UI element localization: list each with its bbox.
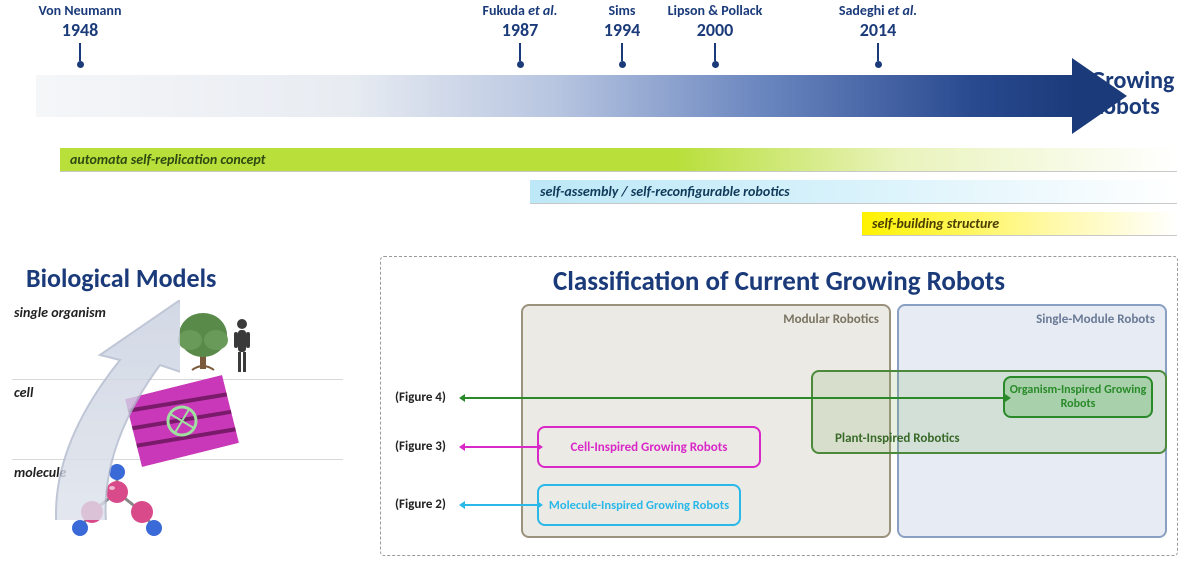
bio-label: molecule — [14, 464, 66, 481]
era-automata: automata self-replication concept — [60, 148, 1177, 172]
era-label: self-building structure — [872, 215, 999, 232]
bio-label: cell — [14, 384, 33, 401]
classification-panel: Classification of Current Growing Robots… — [380, 256, 1178, 556]
milestone-year: 2000 — [655, 19, 775, 41]
box-label: Organism-Inspired Growing Robots — [1005, 383, 1151, 412]
era-label: automata self-replication concept — [70, 151, 266, 168]
milestone-tick — [519, 43, 521, 61]
figure-ref-2: (Figure 2) — [395, 497, 446, 512]
milestone-author: Lipson & Pollack — [655, 2, 775, 19]
milestone-dot — [517, 61, 524, 68]
figure-arrow-3 — [465, 446, 537, 448]
box-cell: Cell-Inspired Growing Robots — [537, 426, 761, 468]
era-label: self-assembly / self-reconfigurable robo… — [540, 183, 790, 200]
figure-arrow-4 — [465, 397, 1005, 399]
bio-row-molecule: molecule — [12, 460, 343, 540]
milestone-tick — [714, 43, 716, 61]
molecule-icon — [62, 462, 172, 538]
timeline-arrow-bar — [36, 75, 1076, 117]
bio-title: Biological Models — [26, 262, 343, 294]
timeline-end-label: GrowingRobots — [1090, 68, 1174, 121]
figure-ref-3: (Figure 3) — [395, 439, 446, 454]
box-label: Molecule-Inspired Growing Robots — [549, 498, 729, 513]
milestone-tick — [79, 43, 81, 61]
area-label: Modular Robotics — [783, 312, 879, 327]
milestone-year: 2014 — [818, 19, 938, 41]
cell-icon — [125, 375, 239, 467]
milestone-year: 1948 — [20, 19, 140, 41]
classification-title: Classification of Current Growing Robots — [381, 265, 1177, 298]
area-label: Plant-Inspired Robotics — [835, 431, 960, 446]
timeline-milestone: Von Neumann1948 — [20, 2, 140, 68]
bio-row-organism: single organism — [12, 300, 343, 380]
milestone-author: Von Neumann — [20, 2, 140, 19]
bio-row-cell: cell — [12, 380, 343, 460]
biological-models: Biological Models single organism cell — [0, 262, 355, 562]
tree-icon — [142, 302, 262, 380]
classification-canvas: Modular Robotics Single-Module Robots Pl… — [381, 298, 1177, 544]
box-label: Cell-Inspired Growing Robots — [571, 440, 728, 455]
timeline-milestone: Sadeghi et al.2014 — [818, 2, 938, 68]
era-self-assembly: self-assembly / self-reconfigurable robo… — [530, 180, 1177, 204]
milestone-dot — [712, 61, 719, 68]
milestone-tick — [621, 43, 623, 61]
box-molecule: Molecule-Inspired Growing Robots — [537, 484, 741, 526]
growing-robots-text: GrowingRobots — [1090, 66, 1174, 121]
timeline-milestone: Lipson & Pollack2000 — [655, 2, 775, 68]
bio-label: single organism — [14, 304, 106, 321]
milestone-author: Sadeghi et al. — [818, 2, 938, 19]
figure-arrow-2 — [465, 504, 537, 506]
area-label: Single-Module Robots — [1036, 312, 1155, 327]
era-self-building: self-building structure — [862, 212, 1177, 236]
timeline: GrowingRobots Von Neumann1948Fukuda et a… — [0, 0, 1191, 240]
milestone-dot — [77, 61, 84, 68]
milestone-dot — [875, 61, 882, 68]
milestone-tick — [877, 43, 879, 61]
milestone-dot — [619, 61, 626, 68]
box-organism: Organism-Inspired Growing Robots — [1003, 376, 1153, 418]
figure-ref-4: (Figure 4) — [395, 390, 446, 405]
